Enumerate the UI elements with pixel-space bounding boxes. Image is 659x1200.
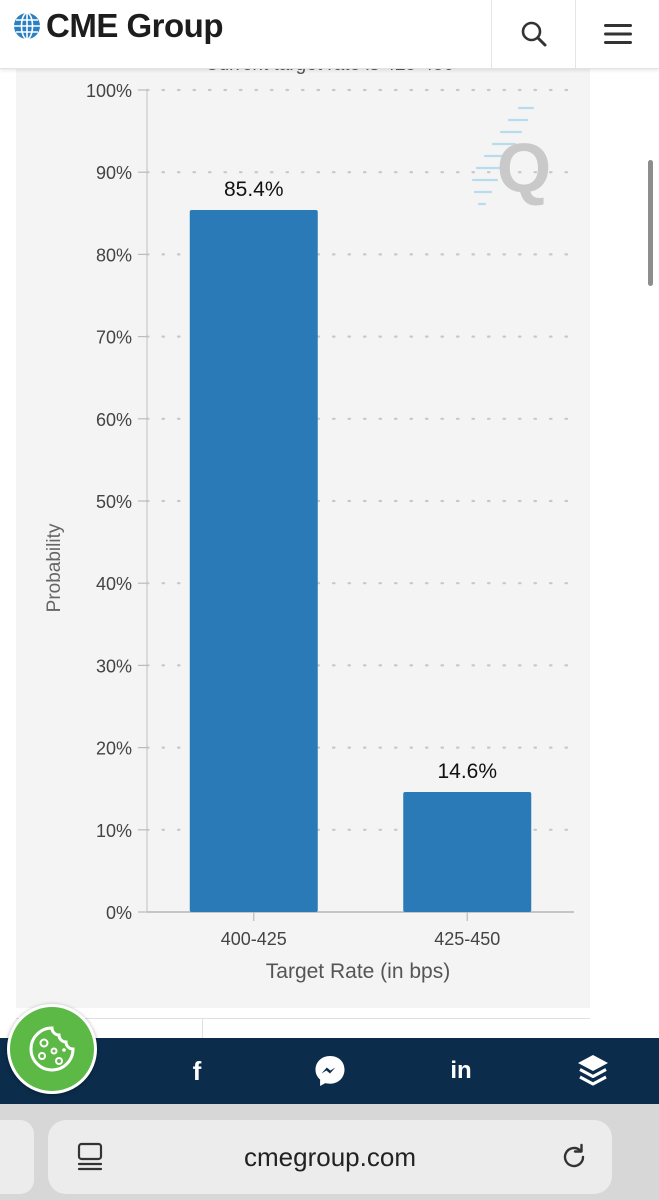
share-messenger-button[interactable]: [290, 1038, 370, 1104]
cme-logo[interactable]: CME Group: [12, 6, 223, 46]
y-tick-labels: 0% 10% 20% 30% 40% 50% 60% 70% 80% 90% 100%: [86, 81, 147, 923]
next-section-edge: [16, 1018, 590, 1038]
bar-400-425[interactable]: [189, 210, 318, 913]
share-more-button[interactable]: [553, 1038, 633, 1104]
search-button[interactable]: [491, 0, 576, 68]
quikstrike-watermark: Q: [471, 106, 551, 207]
facebook-icon: f: [192, 1055, 202, 1086]
site-header: CME Group: [0, 0, 659, 69]
bar-data-label: 14.6%: [437, 760, 497, 783]
x-tick-label: 400-425: [221, 929, 287, 949]
y-tick-label: 0%: [106, 903, 132, 923]
reload-icon: [563, 1143, 585, 1168]
reload-button[interactable]: [544, 1120, 604, 1194]
page-content: Current target rate is 425-450 Q 0% 10% 20…: [0, 68, 659, 1038]
y-tick-label: 100%: [86, 81, 132, 101]
bar-data-label: 85.4%: [224, 178, 284, 201]
x-axis-title: Target Rate (in bps): [266, 960, 450, 983]
address-bar[interactable]: cmegroup.com: [48, 1120, 612, 1194]
x-tick-labels: 400-425 425-450: [221, 912, 500, 949]
reader-icon: [77, 1142, 103, 1171]
url-text: cmegroup.com: [244, 1141, 416, 1172]
page-scrollbar[interactable]: [648, 160, 653, 286]
chart-bars: 85.4% 14.6%: [189, 178, 532, 913]
y-tick-label: 50%: [96, 492, 132, 512]
menu-button[interactable]: [575, 0, 659, 68]
y-tick-label: 80%: [96, 245, 132, 265]
messenger-icon: [315, 1056, 345, 1086]
probability-chart: Q 0% 10% 20% 30% 40% 50% 60% 70% 80% 90% 100% 85.4…: [44, 81, 576, 983]
cookie-icon: [29, 1026, 75, 1072]
y-tick-label: 40%: [96, 574, 132, 594]
y-tick-label: 20%: [96, 739, 132, 759]
y-tick-label: 60%: [96, 410, 132, 430]
y-tick-label: 70%: [96, 328, 132, 348]
y-tick-label: 90%: [96, 163, 132, 183]
globe-icon: [14, 12, 40, 40]
share-facebook-button[interactable]: f: [157, 1038, 237, 1104]
hamburger-menu-icon: [604, 24, 632, 44]
browser-toolbar: cmegroup.com: [0, 1104, 659, 1200]
share-linkedin-button[interactable]: in: [421, 1038, 501, 1104]
bar-425-450[interactable]: [403, 791, 532, 912]
x-tick-label: 425-450: [434, 929, 500, 949]
reader-mode-button[interactable]: [60, 1120, 120, 1194]
y-tick-label: 10%: [96, 821, 132, 841]
chart-subtitle: Current target rate is 425-450: [0, 68, 659, 76]
previous-tab[interactable]: [0, 1120, 34, 1194]
watermark-q: Q: [497, 129, 551, 207]
search-icon: [521, 21, 547, 47]
share-bar: f in: [0, 1038, 659, 1104]
y-axis-title: Probability: [44, 523, 65, 612]
linkedin-icon: in: [450, 1057, 472, 1084]
y-tick-label: 30%: [96, 656, 132, 676]
layers-icon: [578, 1055, 608, 1086]
brand-name: CME Group: [46, 7, 223, 44]
cookie-settings-button[interactable]: [7, 1004, 97, 1094]
